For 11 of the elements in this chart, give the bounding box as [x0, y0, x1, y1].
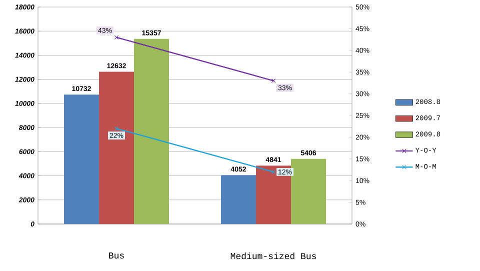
bar — [134, 38, 169, 224]
bar — [256, 166, 291, 224]
point — [114, 126, 119, 131]
bar — [99, 72, 134, 224]
point — [114, 35, 119, 40]
bar — [291, 158, 326, 224]
point — [271, 78, 276, 83]
bar — [64, 94, 99, 224]
x-tick-label: Medium-sized Bus — [230, 252, 316, 260]
x-tick-label: Bus — [109, 252, 124, 259]
bar — [221, 175, 256, 224]
